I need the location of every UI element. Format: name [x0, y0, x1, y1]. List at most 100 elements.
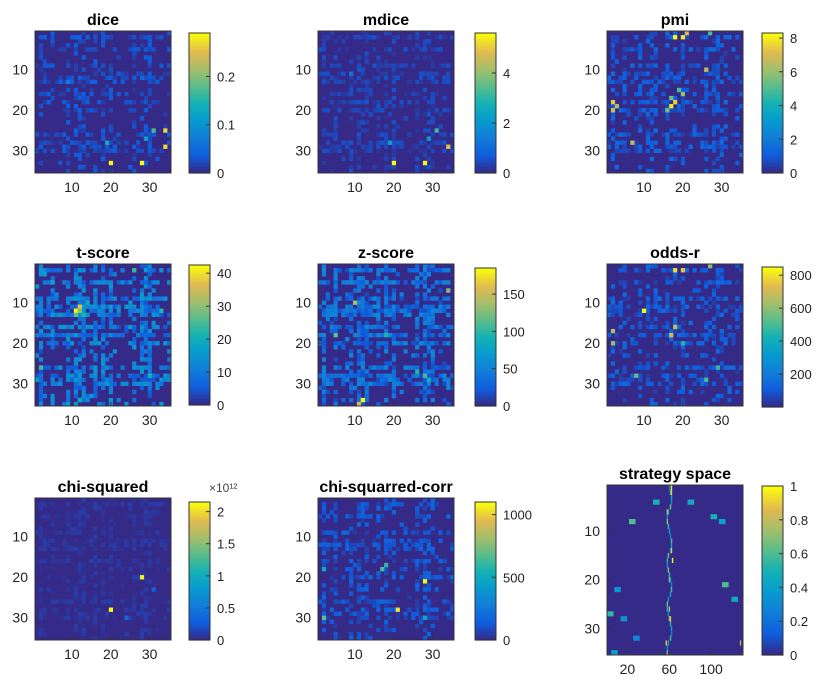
- heatmap-cell: [380, 108, 385, 113]
- heatmap-cell-hot: [333, 332, 338, 338]
- heatmap-cell: [81, 579, 86, 584]
- heatmap-cell: [50, 522, 55, 527]
- heatmap-cell: [345, 304, 350, 309]
- heatmap-cell: [692, 132, 697, 137]
- heatmap-cell: [719, 296, 724, 301]
- heatmap-cell: [384, 583, 389, 588]
- heatmap-cell: [321, 510, 327, 515]
- heatmap-cell: [325, 389, 330, 395]
- heatmap-cell: [356, 566, 362, 572]
- colorbar-step: [762, 633, 783, 638]
- heatmap-cell: [128, 506, 133, 511]
- heatmap-cell: [372, 164, 377, 170]
- heatmap-cell: [395, 140, 400, 145]
- heatmap-cell: [77, 502, 82, 507]
- heatmap-cell: [731, 337, 736, 342]
- heatmap-cell: [415, 116, 420, 121]
- colorbar-step: [762, 365, 783, 369]
- heatmap-cell-hot: [151, 587, 156, 592]
- heatmap-cell: [147, 361, 152, 366]
- heatmap-cell: [622, 284, 627, 289]
- heatmap-cell: [139, 312, 145, 318]
- heatmap-cell: [108, 385, 114, 391]
- heatmap-cell: [46, 324, 51, 330]
- heatmap-cell: [399, 502, 404, 507]
- heatmap-cell: [93, 108, 98, 113]
- colorbar-step: [475, 46, 496, 49]
- heatmap-cell: [104, 91, 110, 97]
- heatmap-cell: [391, 51, 397, 56]
- heatmap-cell: [387, 47, 393, 52]
- heatmap-cell: [680, 377, 686, 382]
- heatmap-cell: [360, 332, 365, 338]
- heatmap-cell: [649, 320, 654, 326]
- heatmap-cell: [669, 144, 674, 149]
- heatmap-cell: [610, 308, 616, 313]
- heatmap-cell: [116, 562, 121, 568]
- colorbar-step: [189, 530, 210, 533]
- colorbar-step: [475, 633, 496, 637]
- colorbar-step: [189, 521, 210, 525]
- colorbar-step: [189, 378, 210, 382]
- heatmap-cell: [73, 369, 79, 374]
- heatmap-cell: [653, 341, 658, 346]
- heatmap-cell: [665, 71, 670, 76]
- y-tick-label: 20: [295, 102, 311, 118]
- heatmap-cell: [143, 506, 148, 511]
- heatmap-cell: [132, 337, 137, 342]
- heatmap-cell: [38, 272, 44, 277]
- colorbar-step: [189, 124, 210, 128]
- heatmap-cell: [66, 365, 71, 370]
- heatmap-cell: [50, 31, 55, 36]
- heatmap-cell: [364, 381, 369, 387]
- heatmap-cell: [325, 108, 330, 113]
- heatmap-cell: [380, 308, 385, 313]
- heatmap-cell: [333, 328, 338, 334]
- heatmap-cell: [66, 554, 71, 560]
- heatmap-cell: [430, 369, 435, 374]
- heatmap-cell: [101, 373, 106, 378]
- heatmap-cells: [318, 31, 455, 174]
- heatmap-cell: [58, 324, 63, 330]
- heatmap-cell: [151, 401, 156, 407]
- heatmap-cell: [38, 385, 44, 391]
- heatmap-cell: [151, 148, 156, 154]
- heatmap-cell: [93, 615, 98, 621]
- heatmap-cell: [364, 59, 369, 64]
- heatmap-cell: [618, 268, 623, 273]
- heatmap-cell: [112, 332, 117, 338]
- heatmap-cell: [143, 381, 148, 387]
- heatmap-cell: [101, 264, 106, 269]
- heatmap-cell: [58, 47, 63, 52]
- heatmap-cell: [93, 546, 98, 552]
- heatmap-cell: [668, 616, 671, 622]
- heatmap-cell: [77, 35, 82, 40]
- heatmap-cell: [364, 631, 369, 637]
- heatmap-cell: [372, 599, 377, 604]
- colorbar-step: [189, 94, 210, 98]
- colorbar-step: [475, 107, 496, 111]
- heatmap-cell: [434, 365, 439, 370]
- y-tick-label: 20: [12, 569, 28, 585]
- heatmap-cell: [430, 341, 435, 346]
- heatmap-cell: [97, 280, 102, 285]
- heatmap-cell: [143, 522, 148, 527]
- colorbar-step: [475, 311, 496, 314]
- heatmap-cell: [97, 607, 102, 612]
- heatmap-cell: [391, 341, 397, 346]
- heatmap-cell: [329, 63, 334, 68]
- heatmap-cell: [422, 112, 428, 117]
- heatmap-cell: [415, 538, 420, 543]
- heatmap-cell: [387, 506, 393, 511]
- heatmap-cell: [391, 365, 397, 370]
- heatmap-cell: [337, 99, 342, 105]
- heatmap-cell: [101, 514, 106, 519]
- heatmap-cell: [108, 575, 114, 580]
- heatmap-cell: [143, 35, 148, 40]
- heatmap-cell: [666, 650, 669, 656]
- heatmap-cell: [329, 144, 334, 149]
- heatmap-cell: [446, 268, 451, 273]
- heatmap-cell: [124, 75, 129, 80]
- heatmap-cell: [391, 296, 397, 301]
- heatmap-cell: [112, 144, 117, 149]
